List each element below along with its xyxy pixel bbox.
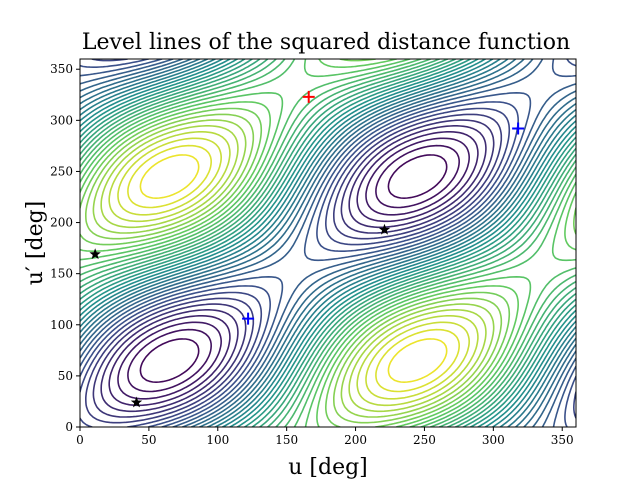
x-tick-label: 350 [551,433,574,447]
contour-level-line [80,59,576,427]
x-tick-label: 50 [141,433,156,447]
contour-level-line [117,137,470,400]
chart-title: Level lines of the squared distance func… [82,30,570,55]
contour-level-line [85,113,503,424]
contour-level-line [108,131,479,407]
plus-marker [302,90,315,103]
marker-layer [89,90,525,408]
y-axis-label: u′ [deg] [23,201,48,286]
contour-level-line [80,59,576,427]
contour-level-line [80,59,576,427]
x-tick-label: 250 [413,433,436,447]
y-tick-label: 300 [50,113,73,127]
contour-level-line [80,59,576,427]
contour-level-line [80,59,576,427]
y-tick-label: 200 [50,216,73,230]
plus-marker [512,122,525,135]
y-tick-label: 250 [50,164,73,178]
contour-level-line [108,131,479,407]
contour-level-line [100,125,487,413]
contour-level-line [80,59,576,427]
x-tick-label: 150 [275,433,298,447]
contour-level-line [80,59,576,427]
x-tick-label: 0 [76,433,84,447]
contour-level-line [127,144,460,393]
contour-level-line [80,59,576,427]
y-tick-label: 150 [50,267,73,281]
contour-level-line [80,59,576,427]
star-marker [378,223,391,235]
contour-level-line [92,119,495,418]
x-tick-label: 300 [482,433,505,447]
contour-lines [80,59,576,427]
contour-level-line [80,59,576,427]
star-marker [130,396,143,408]
contour-level-line [127,144,460,393]
contour-level-line [100,125,487,413]
y-tick-label: 100 [50,318,73,332]
contour-level-line [92,119,495,418]
plot-frame [79,58,577,428]
x-axis-label: u [deg] [288,455,368,480]
x-axis-ticks: 0 50 100 150 200 250 300 350 [76,427,574,447]
x-tick-label: 100 [206,433,229,447]
y-axis-ticks: 0 50 100 150 200 250 300 350 [50,62,80,434]
star-marker [89,248,101,260]
plus-marker [242,312,255,325]
contour-level-line [117,137,470,400]
y-tick-label: 0 [65,420,73,434]
y-tick-label: 350 [50,62,73,76]
y-tick-label: 50 [58,369,73,383]
contour-level-line [139,154,448,383]
contour-level-line [85,113,503,424]
contour-level-line [80,59,576,427]
contour-level-line [139,154,448,383]
x-tick-label: 200 [344,433,367,447]
